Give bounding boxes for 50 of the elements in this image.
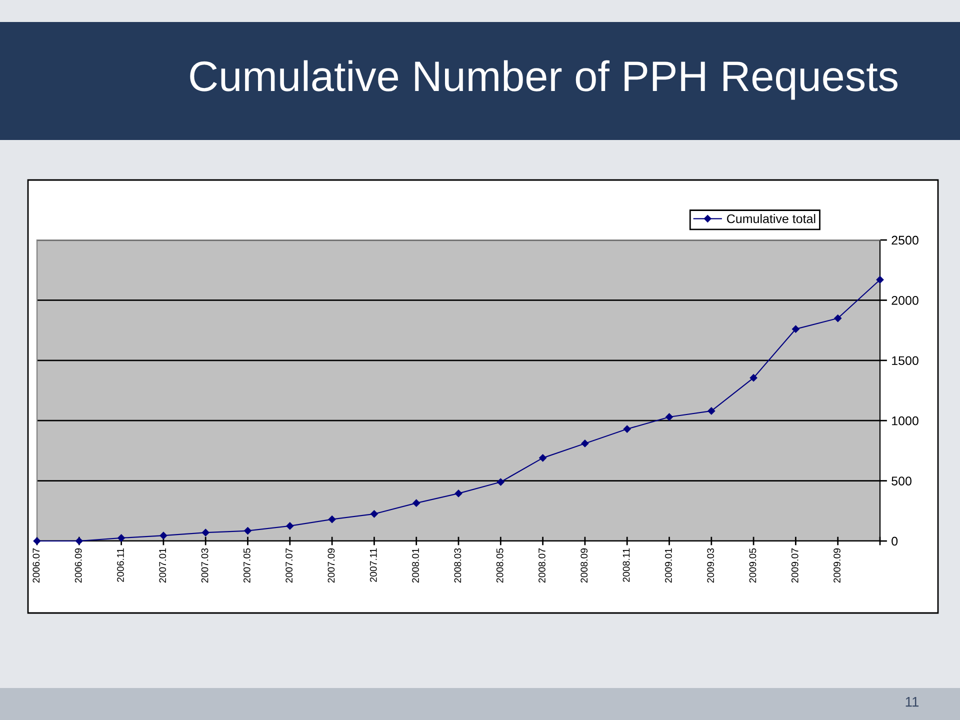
point <box>33 537 41 545</box>
x-tick-label: 2007.11 <box>370 548 377 582</box>
x-tick-label: 2007.03 <box>201 548 208 583</box>
point <box>76 537 83 545</box>
x-tick-label: 2009.01 <box>664 548 672 583</box>
text: 11 <box>906 697 919 707</box>
point <box>623 425 631 433</box>
chart-title: Cumulative Number of PPH Requests <box>190 60 898 100</box>
x-tick-label: 2006.09 <box>74 548 82 583</box>
legend-label: Cumulative total <box>727 214 816 224</box>
point <box>370 510 378 518</box>
y-tick-label: 1000 <box>892 416 918 426</box>
x-tick-label: 2009.05 <box>749 548 756 583</box>
point <box>244 527 252 534</box>
point <box>454 490 462 498</box>
x-tick-label: 2007.01 <box>159 548 166 583</box>
point <box>118 534 125 542</box>
x-tick-label: 2007.09 <box>328 548 335 583</box>
y-tick-label: 0 <box>892 536 898 546</box>
point <box>581 440 589 448</box>
point <box>666 413 673 421</box>
x-tick-label: 2006.07 <box>32 548 40 583</box>
point <box>876 276 884 284</box>
point <box>708 407 716 415</box>
point <box>750 374 758 382</box>
x-tick-label: 2007.05 <box>243 548 250 583</box>
x-tick-label: 2008.01 <box>412 548 419 583</box>
y-tick-label: 2500 <box>892 236 918 245</box>
x-tick-label: 2008.03 <box>454 548 462 583</box>
x-tick-label: 2008.11 <box>622 548 630 582</box>
x-tick-label: 2008.09 <box>580 548 588 583</box>
point <box>412 499 420 507</box>
x-tick-label: 2008.07 <box>538 548 546 583</box>
x-tick-label: 2009.03 <box>707 548 714 583</box>
y-tick-label: 500 <box>892 476 912 486</box>
x-tick-label: 2006.11 <box>117 548 124 582</box>
point <box>539 454 546 462</box>
point <box>160 532 168 540</box>
point <box>792 325 800 333</box>
y-tick-label: 2000 <box>892 296 918 305</box>
x-tick-label: 2009.09 <box>834 548 840 583</box>
x-tick-label: 2008.05 <box>496 548 504 583</box>
point <box>286 522 294 530</box>
y-tick-label: 1500 <box>892 356 918 366</box>
x-tick-label: 2009.07 <box>791 548 798 583</box>
point <box>834 314 842 322</box>
point <box>328 516 336 523</box>
point <box>202 528 210 536</box>
x-tick-label: 2007.07 <box>286 548 293 583</box>
point <box>497 478 504 486</box>
